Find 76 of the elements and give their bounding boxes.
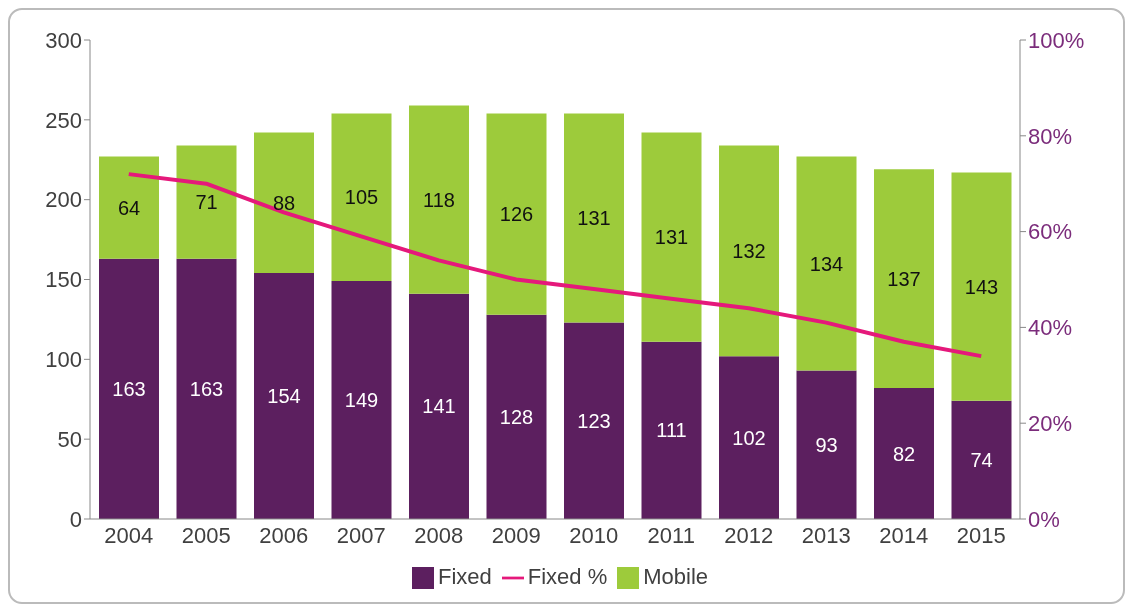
bar [874,169,934,389]
x-tick-label: 2004 [104,522,154,548]
data-label: 93 [815,433,838,456]
data-label: 105 [344,186,379,209]
x-tick-label: 2006 [259,522,309,548]
data-label: 141 [422,395,456,418]
y-tick-label: 200 [45,187,82,213]
bar [719,145,779,357]
y-tick-label: 100 [45,347,82,373]
bar [951,172,1012,401]
data-label: 131 [577,207,611,230]
data-label: 111 [656,419,687,442]
data-label: 132 [732,239,766,262]
y-tick-label: 150 [45,267,82,293]
bar [254,132,314,274]
data-label: 118 [423,188,455,211]
x-tick-label: 2007 [336,522,386,548]
bar [796,156,857,371]
bar [331,113,392,282]
y2-tick-label: 80% [1028,123,1073,149]
data-label: 163 [189,377,224,400]
x-tick-label: 2010 [569,522,619,548]
bar [796,370,857,519]
bar [719,356,779,519]
bar [486,314,547,519]
data-label: 154 [267,385,301,408]
bar [951,400,1012,519]
data-label: 71 [195,191,218,214]
data-label: 82 [892,442,916,465]
y-tick-label: 0 [69,506,82,532]
data-label: 102 [732,426,766,449]
data-label: 88 [272,191,296,214]
data-label: 163 [112,377,146,400]
bar [99,258,159,519]
bar [176,145,237,259]
y2-tick-label: 20% [1028,411,1073,437]
x-tick-label: 2011 [647,522,695,548]
x-tick-label: 2008 [414,522,464,548]
x-tick-label: 2009 [491,522,541,548]
bar [641,341,702,519]
x-tick-label: 2014 [879,522,929,548]
y-tick-label: 50 [57,426,82,452]
data-label: 128 [499,405,534,428]
data-label: 149 [344,389,379,412]
bar [409,293,469,519]
data-label: 137 [887,267,921,290]
bar [409,105,469,294]
data-label: 123 [577,409,611,432]
bar [874,388,934,519]
data-label: 134 [809,252,844,275]
x-tick-label: 2013 [801,522,851,548]
bar [564,322,624,519]
data-label: 131 [654,226,689,249]
data-label: 143 [964,275,999,298]
y2-tick-label: 100% [1028,27,1085,53]
bar [331,281,392,519]
bar [564,113,624,323]
legend-label: Fixed [437,564,492,589]
y-tick-label: 300 [45,27,82,53]
bar [641,132,702,342]
x-tick-label: 2005 [181,522,231,548]
bar [254,273,314,519]
x-tick-label: 2012 [724,522,774,548]
data-label: 126 [499,203,534,226]
bar [99,156,159,259]
y-tick-label: 250 [45,107,82,133]
x-tick-label: 2015 [956,522,1006,548]
y2-tick-label: 40% [1028,315,1073,341]
y2-tick-label: 0% [1028,506,1060,532]
y2-tick-label: 60% [1028,219,1073,245]
bar [486,113,547,315]
legend-label: Mobile [643,564,709,589]
data-label: 64 [117,196,141,219]
bar [176,258,237,519]
data-label: 74 [970,448,993,471]
legend-label: Fixed % [527,564,608,589]
